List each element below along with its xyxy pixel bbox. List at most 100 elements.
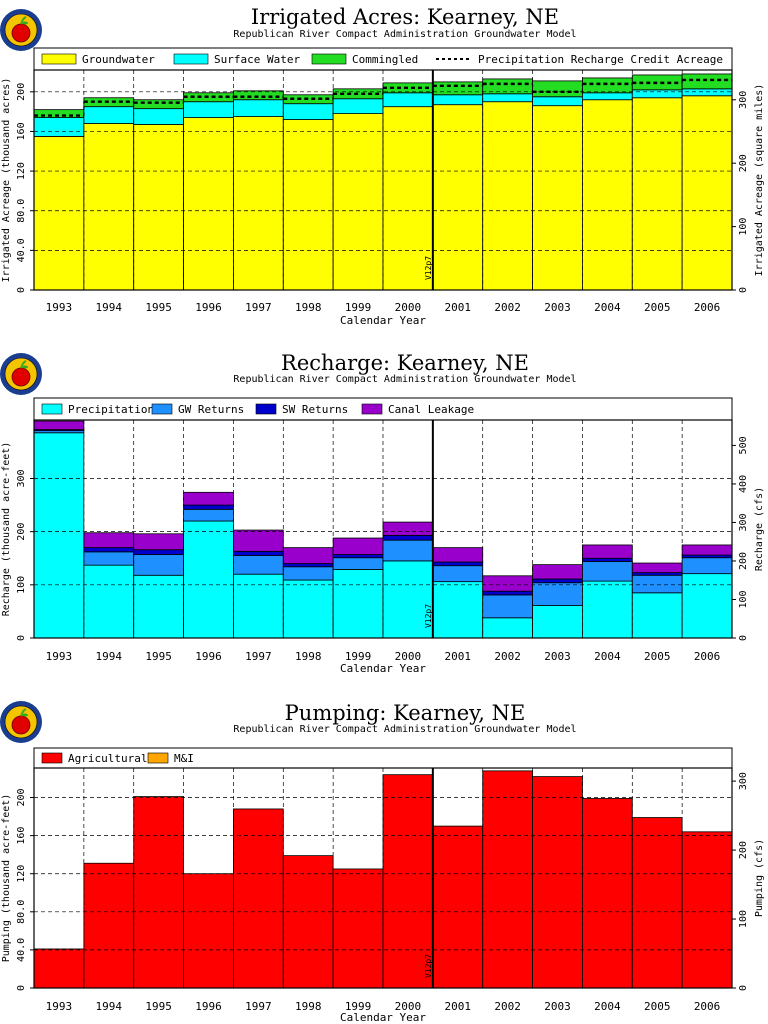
bar-segment — [681, 95, 733, 291]
apple-logo-icon — [0, 9, 42, 51]
bar-segment — [532, 96, 583, 107]
legend-swatch — [361, 403, 383, 415]
x-tick-label: 1999 — [345, 650, 372, 663]
bar-segment — [33, 135, 85, 291]
x-tick-label: 2003 — [544, 1000, 571, 1013]
bar-segment — [133, 796, 184, 989]
y2-tick-label: 200 — [738, 552, 749, 570]
y-tick-label: 200 — [16, 523, 27, 541]
legend-swatch — [151, 403, 173, 415]
bar-segment — [233, 573, 284, 639]
version-marker-label: V12p7 — [424, 604, 433, 628]
y2-tick-label: 200 — [738, 154, 749, 172]
y-tick-label: 160 — [16, 827, 27, 845]
chart-title: Pumping: Kearney, NE — [285, 701, 526, 725]
bar-segment — [482, 590, 533, 596]
y2-tick-label: 300 — [738, 772, 749, 790]
bar-segment — [83, 106, 135, 124]
bar-segment — [532, 80, 583, 98]
bar-segment — [233, 808, 284, 989]
bar-segment — [332, 557, 384, 570]
x-tick-label: 2006 — [694, 1000, 721, 1013]
bar-segment — [233, 116, 284, 291]
y-tick-label: 120 — [16, 865, 27, 883]
legend-label: M&I — [174, 752, 194, 765]
y-tick-label: 300 — [16, 469, 27, 487]
x-tick-label: 1994 — [96, 650, 123, 663]
bar-segment — [183, 873, 234, 989]
y-axis-label: Irrigated Acreage (thousand acres) — [1, 78, 12, 283]
bar-segment — [183, 508, 234, 522]
logo-stem — [20, 16, 27, 25]
bar-segment — [282, 563, 334, 568]
x-tick-label: 1996 — [195, 650, 222, 663]
bar-segment — [183, 491, 234, 506]
bar-segment — [631, 562, 683, 574]
x-tick-label: 2004 — [594, 650, 621, 663]
bar-segment — [33, 117, 85, 137]
bar-segment — [133, 533, 184, 551]
x-tick-label: 1999 — [345, 301, 372, 314]
legend-swatch — [173, 53, 209, 65]
version-marker-label: V12p7 — [424, 954, 433, 978]
y2-tick-label: 0 — [738, 635, 749, 641]
x-tick-label: 1996 — [195, 1000, 222, 1013]
bar-segment — [332, 113, 384, 291]
bar-segment — [282, 119, 334, 291]
y-tick-label: 200 — [16, 83, 27, 101]
y-tick-label: 0 — [16, 287, 27, 293]
logo-leaf — [22, 713, 28, 717]
legend-label: Precipitation — [68, 403, 154, 416]
bar-segment — [133, 554, 184, 576]
x-axis-label: Calendar Year — [340, 662, 426, 675]
y2-tick-label: 100 — [738, 590, 749, 608]
bar-segment — [582, 544, 633, 559]
x-axis-label: Calendar Year — [340, 1011, 426, 1024]
x-tick-label: 2005 — [644, 301, 671, 314]
x-tick-label: 2004 — [594, 1000, 621, 1013]
y2-tick-label: 200 — [738, 841, 749, 859]
bar-segment — [432, 581, 484, 639]
bar-segment — [332, 98, 384, 115]
chart-title: Recharge: Kearney, NE — [281, 351, 529, 375]
legend-label: Surface Water — [214, 53, 300, 66]
y2-tick-label: 300 — [738, 91, 749, 109]
logo-apple — [11, 23, 31, 43]
chart-subtitle: Republican River Compact Administration … — [233, 29, 576, 40]
bar-segment — [282, 855, 334, 989]
bar-segment — [183, 117, 234, 291]
bar-segment — [183, 504, 234, 510]
bar-segment — [582, 557, 633, 562]
bar-segment — [83, 547, 135, 553]
bar-segment — [681, 73, 733, 90]
plot-frame — [33, 419, 733, 639]
y-tick-label: 80.0 — [16, 199, 27, 223]
bar-segment — [33, 948, 85, 989]
y2-tick-label: 100 — [738, 218, 749, 236]
bar-segment — [532, 582, 583, 606]
x-axis-label: Calendar Year — [340, 314, 426, 327]
x-tick-label: 2000 — [395, 650, 422, 663]
bar-segment — [233, 529, 284, 552]
chart-title: Irrigated Acres: Kearney, NE — [251, 5, 559, 29]
x-tick-label: 2002 — [494, 1000, 521, 1013]
logo-leaf — [22, 365, 28, 369]
x-tick-label: 1998 — [295, 301, 322, 314]
legend-label: Groundwater — [82, 53, 155, 66]
bar-segment — [432, 565, 484, 583]
bar-segment — [631, 592, 683, 639]
bar-segment — [582, 580, 633, 639]
x-tick-label: 2002 — [494, 650, 521, 663]
bar-segment — [382, 539, 434, 562]
x-tick-label: 1998 — [295, 650, 322, 663]
x-tick-label: 2000 — [395, 301, 422, 314]
x-tick-label: 1993 — [46, 1000, 73, 1013]
legend-swatch — [311, 53, 347, 65]
x-tick-label: 2004 — [594, 301, 621, 314]
bar-segment — [83, 551, 135, 566]
logo-apple — [11, 367, 31, 387]
bar-segment — [631, 817, 683, 989]
y-tick-label: 40.0 — [16, 238, 27, 262]
legend-label: SW Returns — [282, 403, 348, 416]
